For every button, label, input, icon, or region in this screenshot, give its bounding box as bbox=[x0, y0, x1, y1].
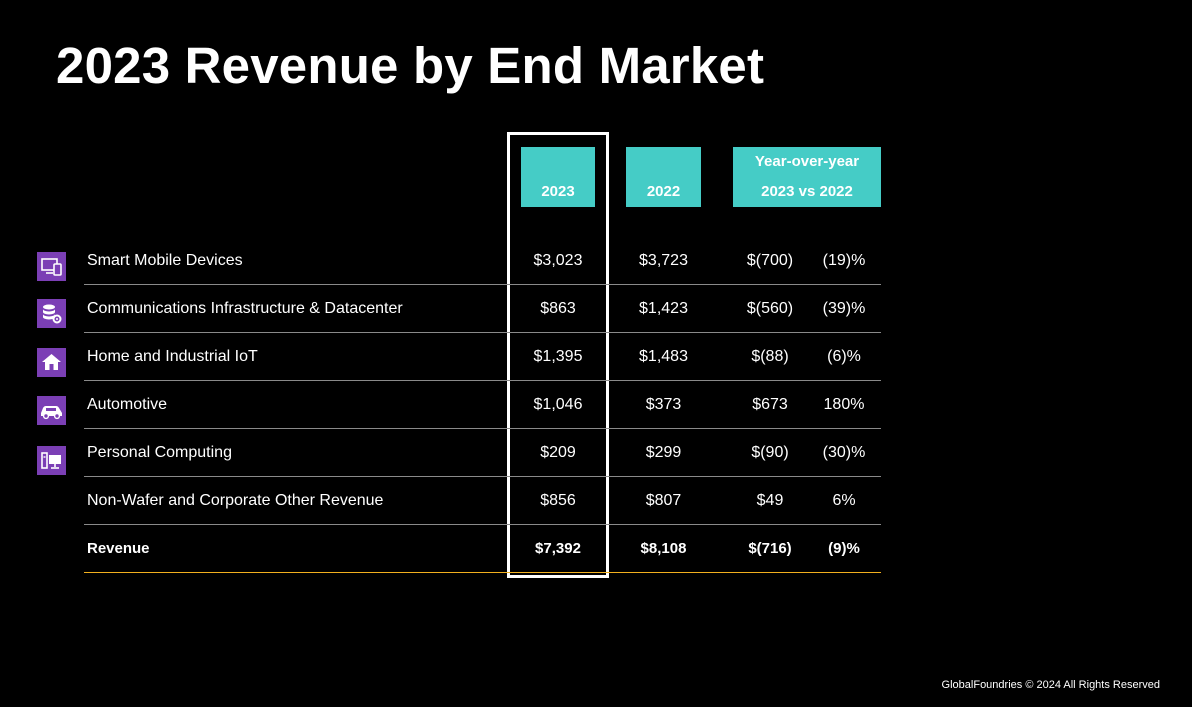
cell-yoy-percent: (19)% bbox=[822, 252, 866, 269]
cell-yoy-percent: (30)% bbox=[822, 444, 866, 461]
cell-2023: $1,046 bbox=[533, 396, 583, 413]
cell-yoy-change: $(90) bbox=[751, 444, 789, 461]
row-divider bbox=[84, 380, 881, 381]
cell-yoy-percent: (9)% bbox=[828, 540, 860, 557]
table-row: Home and Industrial IoT $1,395 $1,483 $(… bbox=[84, 333, 881, 381]
table-row-total: Revenue $7,392 $8,108 $(716) (9)% bbox=[84, 525, 881, 573]
table-row: Communications Infrastructure & Datacent… bbox=[84, 285, 881, 333]
cell-2023: $7,392 bbox=[535, 540, 581, 557]
cell-yoy-change: $(700) bbox=[746, 252, 794, 269]
row-divider bbox=[84, 284, 881, 285]
column-header-2022: 2022 bbox=[626, 147, 701, 207]
table-row: Smart Mobile Devices $3,023 $3,723 $(700… bbox=[84, 237, 881, 285]
row-divider bbox=[84, 332, 881, 333]
column-header-yoy: Year-over-year 2023 vs 2022 bbox=[733, 147, 881, 207]
cell-2023: $209 bbox=[540, 444, 576, 461]
row-divider bbox=[84, 428, 881, 429]
cell-2023: $3,023 bbox=[533, 252, 583, 269]
cell-2023: $863 bbox=[540, 300, 576, 317]
table-row: Non-Wafer and Corporate Other Revenue $8… bbox=[84, 477, 881, 525]
row-label: Communications Infrastructure & Datacent… bbox=[87, 300, 403, 317]
row-label: Personal Computing bbox=[87, 444, 232, 461]
mobile-devices-icon bbox=[37, 252, 66, 281]
cell-2023: $1,395 bbox=[533, 348, 583, 365]
cell-yoy-percent: 180% bbox=[823, 396, 865, 413]
cell-yoy-change: $(88) bbox=[751, 348, 789, 365]
cell-yoy-change: $49 bbox=[756, 492, 784, 509]
cell-2022: $8,108 bbox=[640, 540, 687, 557]
cell-yoy-change: $(560) bbox=[746, 300, 794, 317]
cell-2023: $856 bbox=[540, 492, 576, 509]
column-header-yoy-line2: 2023 vs 2022 bbox=[761, 183, 853, 200]
cell-2022: $373 bbox=[645, 396, 682, 413]
cell-2022: $807 bbox=[645, 492, 682, 509]
cell-yoy-percent: (39)% bbox=[822, 300, 866, 317]
row-label: Non-Wafer and Corporate Other Revenue bbox=[87, 492, 384, 509]
highlight-2023-column-frame bbox=[507, 132, 609, 578]
desktop-computer-icon bbox=[37, 446, 66, 475]
cell-2022: $3,723 bbox=[639, 252, 688, 269]
cell-2022: $299 bbox=[645, 444, 682, 461]
copyright-footer: GlobalFoundries © 2024 All Rights Reserv… bbox=[941, 679, 1160, 691]
cell-2022: $1,423 bbox=[639, 300, 688, 317]
column-header-2023-label: 2023 bbox=[541, 183, 575, 200]
cell-2022: $1,483 bbox=[639, 348, 688, 365]
cell-yoy-percent: (6)% bbox=[827, 348, 861, 365]
row-label: Home and Industrial IoT bbox=[87, 348, 258, 365]
column-header-yoy-line1: Year-over-year bbox=[754, 153, 860, 170]
total-rule bbox=[84, 572, 881, 573]
cell-yoy-percent: 6% bbox=[832, 492, 856, 509]
row-label: Smart Mobile Devices bbox=[87, 252, 243, 269]
page-title: 2023 Revenue by End Market bbox=[56, 37, 765, 94]
row-label: Automotive bbox=[87, 396, 168, 413]
car-icon bbox=[37, 396, 66, 425]
cell-yoy-change: $673 bbox=[752, 396, 788, 413]
column-header-2023: 2023 bbox=[521, 147, 595, 207]
row-divider bbox=[84, 476, 881, 477]
home-icon bbox=[37, 348, 66, 377]
row-label: Revenue bbox=[87, 540, 150, 557]
table-row: Automotive $1,046 $373 $673 180% bbox=[84, 381, 881, 429]
cell-yoy-change: $(716) bbox=[748, 540, 792, 557]
column-header-2022-label: 2022 bbox=[646, 183, 681, 200]
table-row: Personal Computing $209 $299 $(90) (30)% bbox=[84, 429, 881, 477]
database-gear-icon bbox=[37, 299, 66, 328]
row-divider bbox=[84, 524, 881, 525]
